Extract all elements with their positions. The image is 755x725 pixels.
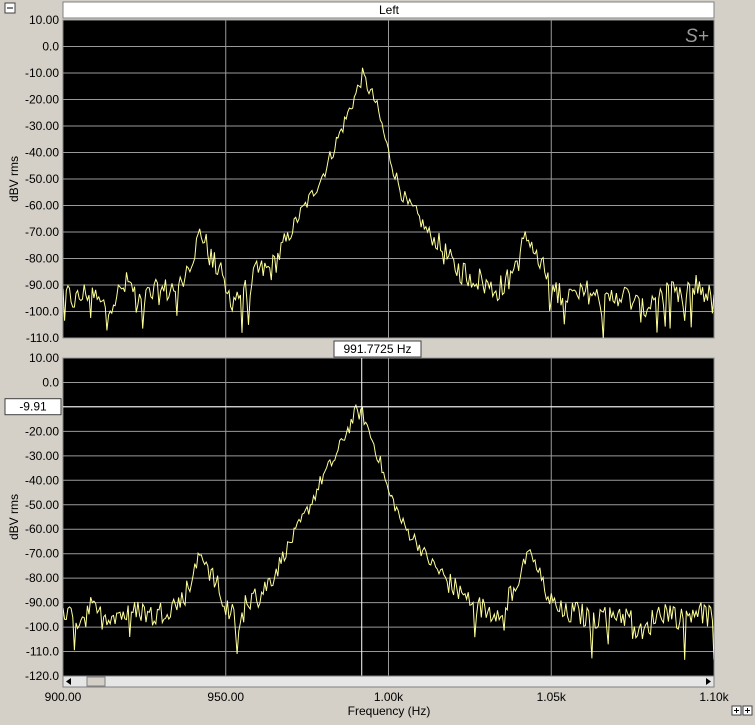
- y-tick-label: -20.00: [25, 93, 59, 107]
- y-tick-label: 10.00: [29, 351, 59, 365]
- upper-y-tick-labels: 10.00 0.0 -10.00 -20.00 -30.00 -40.00 -50.00 -6…: [25, 13, 59, 345]
- triangle-left-icon[interactable]: [66, 678, 71, 685]
- x-tick-label: 900.00: [45, 690, 82, 704]
- y-tick-label: -110.0: [26, 331, 59, 345]
- y-tick-label: -80.00: [25, 252, 59, 266]
- horizontal-scrollbar[interactable]: [62, 675, 715, 688]
- y-tick-label: -50.00: [25, 172, 59, 186]
- y-tick-label: -90.00: [25, 278, 59, 292]
- chart-title: Left: [379, 3, 400, 17]
- y-tick-label: -30.00: [25, 449, 59, 463]
- x-tick-label: 950.00: [207, 690, 244, 704]
- x-tick-label: 1.05k: [537, 690, 567, 704]
- y-tick-label: -110.0: [26, 645, 59, 659]
- y-tick-label: 0.0: [42, 40, 59, 54]
- y-tick-label: -120.0: [25, 669, 59, 683]
- title-bar: [62, 1, 715, 19]
- upper-y-axis-label: dBV rms: [7, 156, 21, 202]
- y-tick-label: -100.0: [25, 305, 59, 319]
- y-tick-label: -60.00: [25, 522, 59, 536]
- y-tick-label: -30.00: [25, 119, 59, 133]
- frequency-readout: 991.7725 Hz: [343, 342, 411, 356]
- y-tick-label: -40.00: [25, 473, 59, 487]
- y-tick-label: -80.00: [25, 571, 59, 585]
- upper-grid: [63, 19, 714, 339]
- lower-spectrum-trace: [63, 403, 714, 660]
- lower-y-tick-labels: 10.000.0-10.00-20.00-30.00-40.00-50.00-6…: [25, 351, 59, 683]
- upper-spectrum-trace: [63, 67, 714, 338]
- y-tick-label: 0.0: [42, 375, 59, 389]
- y-tick-label: -40.00: [25, 146, 59, 160]
- y-tick-label: -100.0: [25, 620, 59, 634]
- lower-y-axis-label: dBV rms: [7, 494, 21, 540]
- y-tick-label: -50.00: [25, 498, 59, 512]
- level-readout: -9.91: [19, 400, 47, 414]
- frequency-readout-box: [333, 340, 422, 358]
- plus-glyph: [745, 708, 750, 713]
- y-tick-label: -90.00: [25, 596, 59, 610]
- scrollbar-thumb[interactable]: [86, 676, 106, 687]
- y-tick-label: -10.00: [25, 66, 59, 80]
- y-tick-label: -60.00: [25, 199, 59, 213]
- plus-glyph: [734, 708, 739, 713]
- x-tick-labels: 900.00 950.00 1.00k 1.05k 1.10k: [45, 690, 730, 704]
- level-readout-box: [4, 398, 62, 416]
- y-tick-label: -70.00: [25, 225, 59, 239]
- x-tick-label: 1.00k: [374, 690, 404, 704]
- y-tick-label: -70.00: [25, 547, 59, 561]
- x-tick-label: 1.10k: [699, 690, 729, 704]
- triangle-right-icon[interactable]: [706, 678, 711, 685]
- y-tick-label: 10.00: [29, 13, 59, 27]
- y-tick-label: -20.00: [25, 424, 59, 438]
- x-axis-label: Frequency (Hz): [348, 704, 431, 718]
- s-plus-logo: S+: [685, 26, 709, 47]
